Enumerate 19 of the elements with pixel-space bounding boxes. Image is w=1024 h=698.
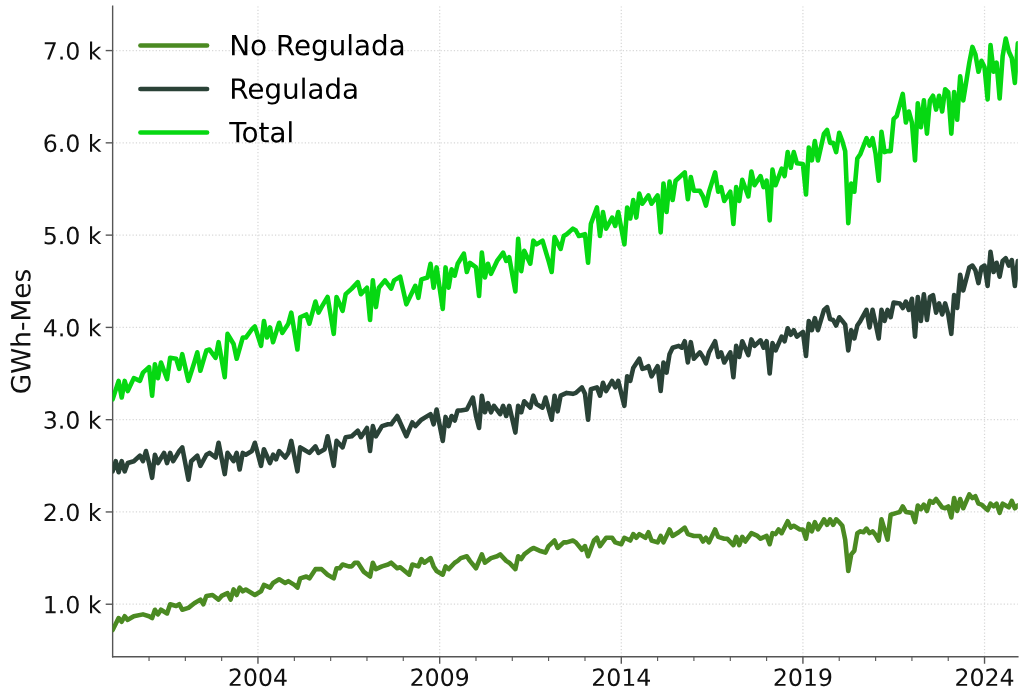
y-tick-label: 2.0 k [44, 502, 102, 522]
y-tick-label: 6.0 k [44, 133, 102, 153]
legend-label: No Regulada [232, 34, 404, 61]
y-tick-label: 7.0 k [44, 41, 102, 60]
legend-label: Regulada [232, 77, 357, 105]
y-tick-label: 3.0 k [44, 410, 102, 429]
x-tick-label: 2024 [956, 668, 1014, 687]
line-series [112, 249, 1018, 482]
x-tick-label: 2014 [592, 668, 651, 687]
line-series [112, 492, 1018, 633]
x-tick-label: 2019 [774, 668, 832, 687]
y-tick-label: 1.0 k [45, 595, 102, 614]
line-series [112, 36, 1018, 402]
y-tick-label: 4.0 k [43, 318, 102, 337]
x-tick-label: 2009 [411, 668, 469, 687]
x-tick-label: 2004 [229, 668, 287, 687]
y-tick-label: 5.0 k [44, 226, 102, 245]
legend-label: Total [229, 121, 292, 143]
y-axis-title: GWh-Mes [10, 270, 31, 393]
